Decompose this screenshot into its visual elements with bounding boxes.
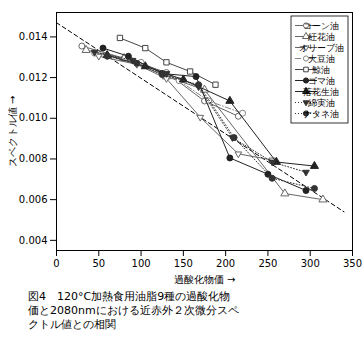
svg-text:300: 300: [301, 258, 320, 269]
svg-text:落花生油: 落花生油: [303, 87, 339, 97]
svg-text:150: 150: [174, 258, 193, 269]
svg-text:鯨油: 鯨油: [312, 65, 330, 75]
svg-text:ゴマ油: ゴマ油: [308, 76, 335, 86]
svg-text:綿実油: 綿実油: [307, 98, 335, 108]
svg-text:0.004: 0.004: [19, 235, 48, 246]
svg-text:大豆油: 大豆油: [308, 54, 335, 64]
svg-text:0.006: 0.006: [19, 194, 48, 205]
svg-text:250: 250: [258, 258, 277, 269]
svg-text:ナタネ油: ナタネ油: [303, 109, 339, 119]
svg-text:0.014: 0.014: [19, 31, 48, 42]
svg-text:100: 100: [132, 258, 151, 269]
svg-text:50: 50: [92, 258, 105, 269]
svg-text:コーン油: コーン油: [303, 21, 339, 31]
svg-text:0.012: 0.012: [19, 72, 48, 83]
svg-text:オリーブ油: オリーブ油: [299, 43, 344, 53]
svg-text:0.008: 0.008: [19, 153, 48, 164]
svg-text:紅花油: 紅花油: [308, 32, 335, 42]
svg-text:過酸化物価 →: 過酸化物価 →: [174, 274, 236, 285]
html-text:図4 120°C加熱食用油脂9種の過酸化物 価と2080nm: 図4 120°C加熱食用油脂9種の過酸化物 価と2080nmにおける近赤外２次微…: [28, 290, 239, 331]
svg-text:200: 200: [216, 258, 235, 269]
svg-text:350: 350: [343, 258, 362, 269]
svg-text:0: 0: [53, 258, 59, 269]
svg-text:スペクトル値 →: スペクトル値 →: [7, 96, 18, 168]
svg-text:0.010: 0.010: [19, 112, 48, 123]
